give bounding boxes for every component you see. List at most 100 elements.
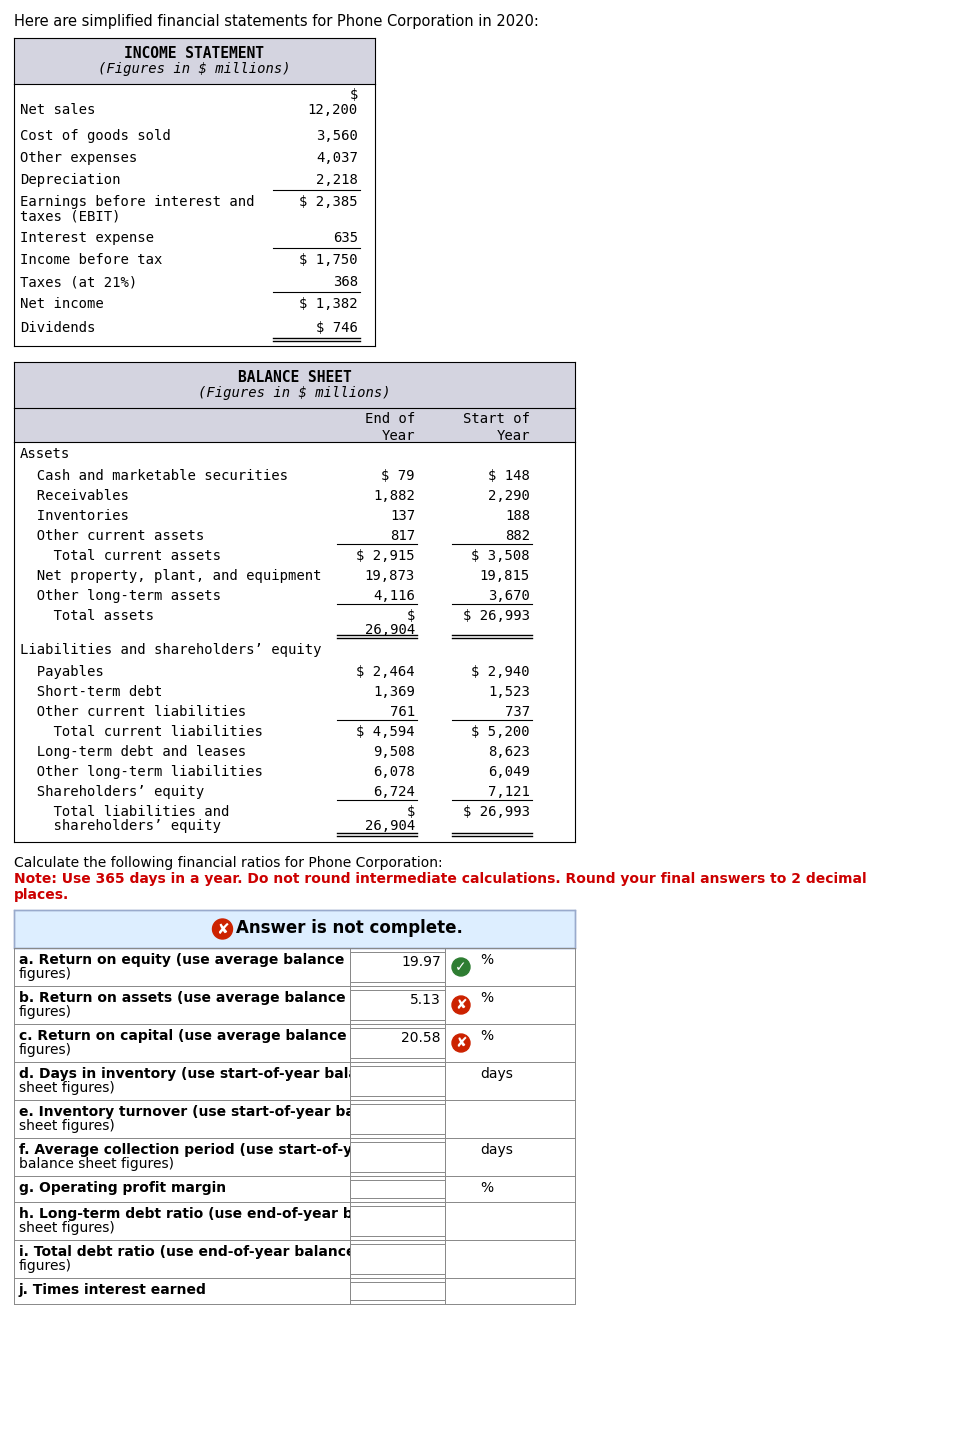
Text: 635: 635 — [333, 231, 357, 245]
Text: Net income: Net income — [20, 296, 104, 311]
Text: figures): figures) — [19, 967, 72, 981]
FancyBboxPatch shape — [350, 1028, 445, 1058]
Text: Long-term debt and leases: Long-term debt and leases — [20, 745, 246, 759]
Text: (Figures in $ millions): (Figures in $ millions) — [198, 387, 390, 400]
Text: 26,904: 26,904 — [364, 623, 414, 637]
Text: Total assets: Total assets — [20, 609, 154, 623]
Text: 2,290: 2,290 — [487, 488, 530, 503]
Text: $: $ — [407, 609, 414, 623]
Text: ✘: ✘ — [216, 922, 229, 937]
Text: Net sales: Net sales — [20, 103, 95, 117]
Text: Total current assets: Total current assets — [20, 548, 221, 563]
Text: INCOME STATEMENT: INCOME STATEMENT — [124, 46, 264, 62]
Text: ✘: ✘ — [455, 998, 466, 1012]
Text: $ 746: $ 746 — [316, 321, 357, 335]
FancyBboxPatch shape — [14, 408, 575, 442]
Text: Cash and marketable securities: Cash and marketable securities — [20, 470, 287, 483]
Text: Note: Use 365 days in a year. Do not round intermediate calculations. Round your: Note: Use 365 days in a year. Do not rou… — [14, 872, 866, 886]
Text: 817: 817 — [389, 528, 414, 543]
Text: Inventories: Inventories — [20, 508, 129, 523]
Text: Start of
Year: Start of Year — [462, 412, 530, 444]
Text: g. Operating profit margin: g. Operating profit margin — [19, 1181, 226, 1194]
Text: 6,078: 6,078 — [373, 765, 414, 779]
Text: $ 1,750: $ 1,750 — [299, 253, 357, 266]
Text: %: % — [480, 1181, 493, 1194]
Text: Short-term debt: Short-term debt — [20, 684, 162, 699]
Text: $ 2,385: $ 2,385 — [299, 195, 357, 209]
Text: h. Long-term debt ratio (use end-of-year balance: h. Long-term debt ratio (use end-of-year… — [19, 1207, 404, 1221]
Text: %: % — [480, 991, 493, 1005]
Text: $ 5,200: $ 5,200 — [471, 725, 530, 739]
Text: $ 26,993: $ 26,993 — [462, 609, 530, 623]
Text: b. Return on assets (use average balance sheet: b. Return on assets (use average balance… — [19, 991, 394, 1005]
Text: 3,670: 3,670 — [487, 589, 530, 603]
Text: d. Days in inventory (use start-of-year balance: d. Days in inventory (use start-of-year … — [19, 1067, 385, 1081]
Text: ✓: ✓ — [455, 959, 466, 974]
Text: 1,882: 1,882 — [373, 488, 414, 503]
Text: %: % — [480, 954, 493, 967]
Text: 137: 137 — [389, 508, 414, 523]
Text: BALANCE SHEET: BALANCE SHEET — [237, 369, 351, 385]
Text: $ 2,464: $ 2,464 — [356, 664, 414, 679]
Text: Cost of goods sold: Cost of goods sold — [20, 129, 170, 143]
Text: 5.13: 5.13 — [409, 992, 440, 1007]
Text: c. Return on capital (use average balance sheet: c. Return on capital (use average balanc… — [19, 1030, 395, 1042]
FancyBboxPatch shape — [350, 952, 445, 982]
FancyBboxPatch shape — [14, 39, 375, 84]
Text: Net property, plant, and equipment: Net property, plant, and equipment — [20, 569, 321, 583]
Circle shape — [452, 1034, 470, 1053]
Text: Shareholders’ equity: Shareholders’ equity — [20, 785, 204, 799]
Text: i. Total debt ratio (use end-of-year balance sheet: i. Total debt ratio (use end-of-year bal… — [19, 1244, 404, 1259]
Text: 9,508: 9,508 — [373, 745, 414, 759]
Circle shape — [212, 919, 233, 939]
Text: 1,523: 1,523 — [487, 684, 530, 699]
FancyBboxPatch shape — [350, 990, 445, 1020]
Text: Depreciation: Depreciation — [20, 173, 120, 188]
Text: Total current liabilities: Total current liabilities — [20, 725, 262, 739]
Text: 8,623: 8,623 — [487, 745, 530, 759]
FancyBboxPatch shape — [350, 1180, 445, 1199]
Text: 4,037: 4,037 — [316, 150, 357, 165]
Text: sheet figures): sheet figures) — [19, 1118, 114, 1133]
Text: 19.97: 19.97 — [401, 955, 440, 969]
Text: sheet figures): sheet figures) — [19, 1081, 114, 1095]
Text: Taxes (at 21%): Taxes (at 21%) — [20, 275, 137, 289]
FancyBboxPatch shape — [350, 1104, 445, 1134]
Text: places.: places. — [14, 888, 69, 902]
Circle shape — [452, 958, 470, 977]
Text: $ 2,915: $ 2,915 — [356, 548, 414, 563]
Text: 20.58: 20.58 — [401, 1031, 440, 1045]
Text: 1,369: 1,369 — [373, 684, 414, 699]
Text: Other long-term assets: Other long-term assets — [20, 589, 221, 603]
Text: 7,121: 7,121 — [487, 785, 530, 799]
Text: 4,116: 4,116 — [373, 589, 414, 603]
Text: figures): figures) — [19, 1259, 72, 1273]
Text: 6,724: 6,724 — [373, 785, 414, 799]
FancyBboxPatch shape — [350, 1065, 445, 1095]
Text: $ 4,594: $ 4,594 — [356, 725, 414, 739]
Text: Interest expense: Interest expense — [20, 231, 154, 245]
Text: Earnings before interest and: Earnings before interest and — [20, 195, 255, 209]
Text: f. Average collection period (use start-of-year: f. Average collection period (use start-… — [19, 1143, 378, 1157]
Text: Other current liabilities: Other current liabilities — [20, 705, 246, 719]
FancyBboxPatch shape — [350, 1282, 445, 1300]
Text: Total liabilities and: Total liabilities and — [20, 805, 229, 819]
Text: 3,560: 3,560 — [316, 129, 357, 143]
Text: Receivables: Receivables — [20, 488, 129, 503]
Text: Answer is not complete.: Answer is not complete. — [236, 919, 463, 937]
Text: $ 79: $ 79 — [382, 470, 414, 483]
Circle shape — [452, 997, 470, 1014]
Text: figures): figures) — [19, 1042, 72, 1057]
Text: $ 3,508: $ 3,508 — [471, 548, 530, 563]
Text: 882: 882 — [505, 528, 530, 543]
Text: 761: 761 — [389, 705, 414, 719]
Text: ✘: ✘ — [455, 1035, 466, 1050]
Text: e. Inventory turnover (use start-of-year balance: e. Inventory turnover (use start-of-year… — [19, 1106, 396, 1118]
Text: a. Return on equity (use average balance sheet: a. Return on equity (use average balance… — [19, 954, 393, 967]
Text: Payables: Payables — [20, 664, 104, 679]
Text: days: days — [480, 1143, 512, 1157]
Text: %: % — [480, 1030, 493, 1042]
Text: 12,200: 12,200 — [308, 103, 357, 117]
Text: $ 2,940: $ 2,940 — [471, 664, 530, 679]
Text: 737: 737 — [505, 705, 530, 719]
